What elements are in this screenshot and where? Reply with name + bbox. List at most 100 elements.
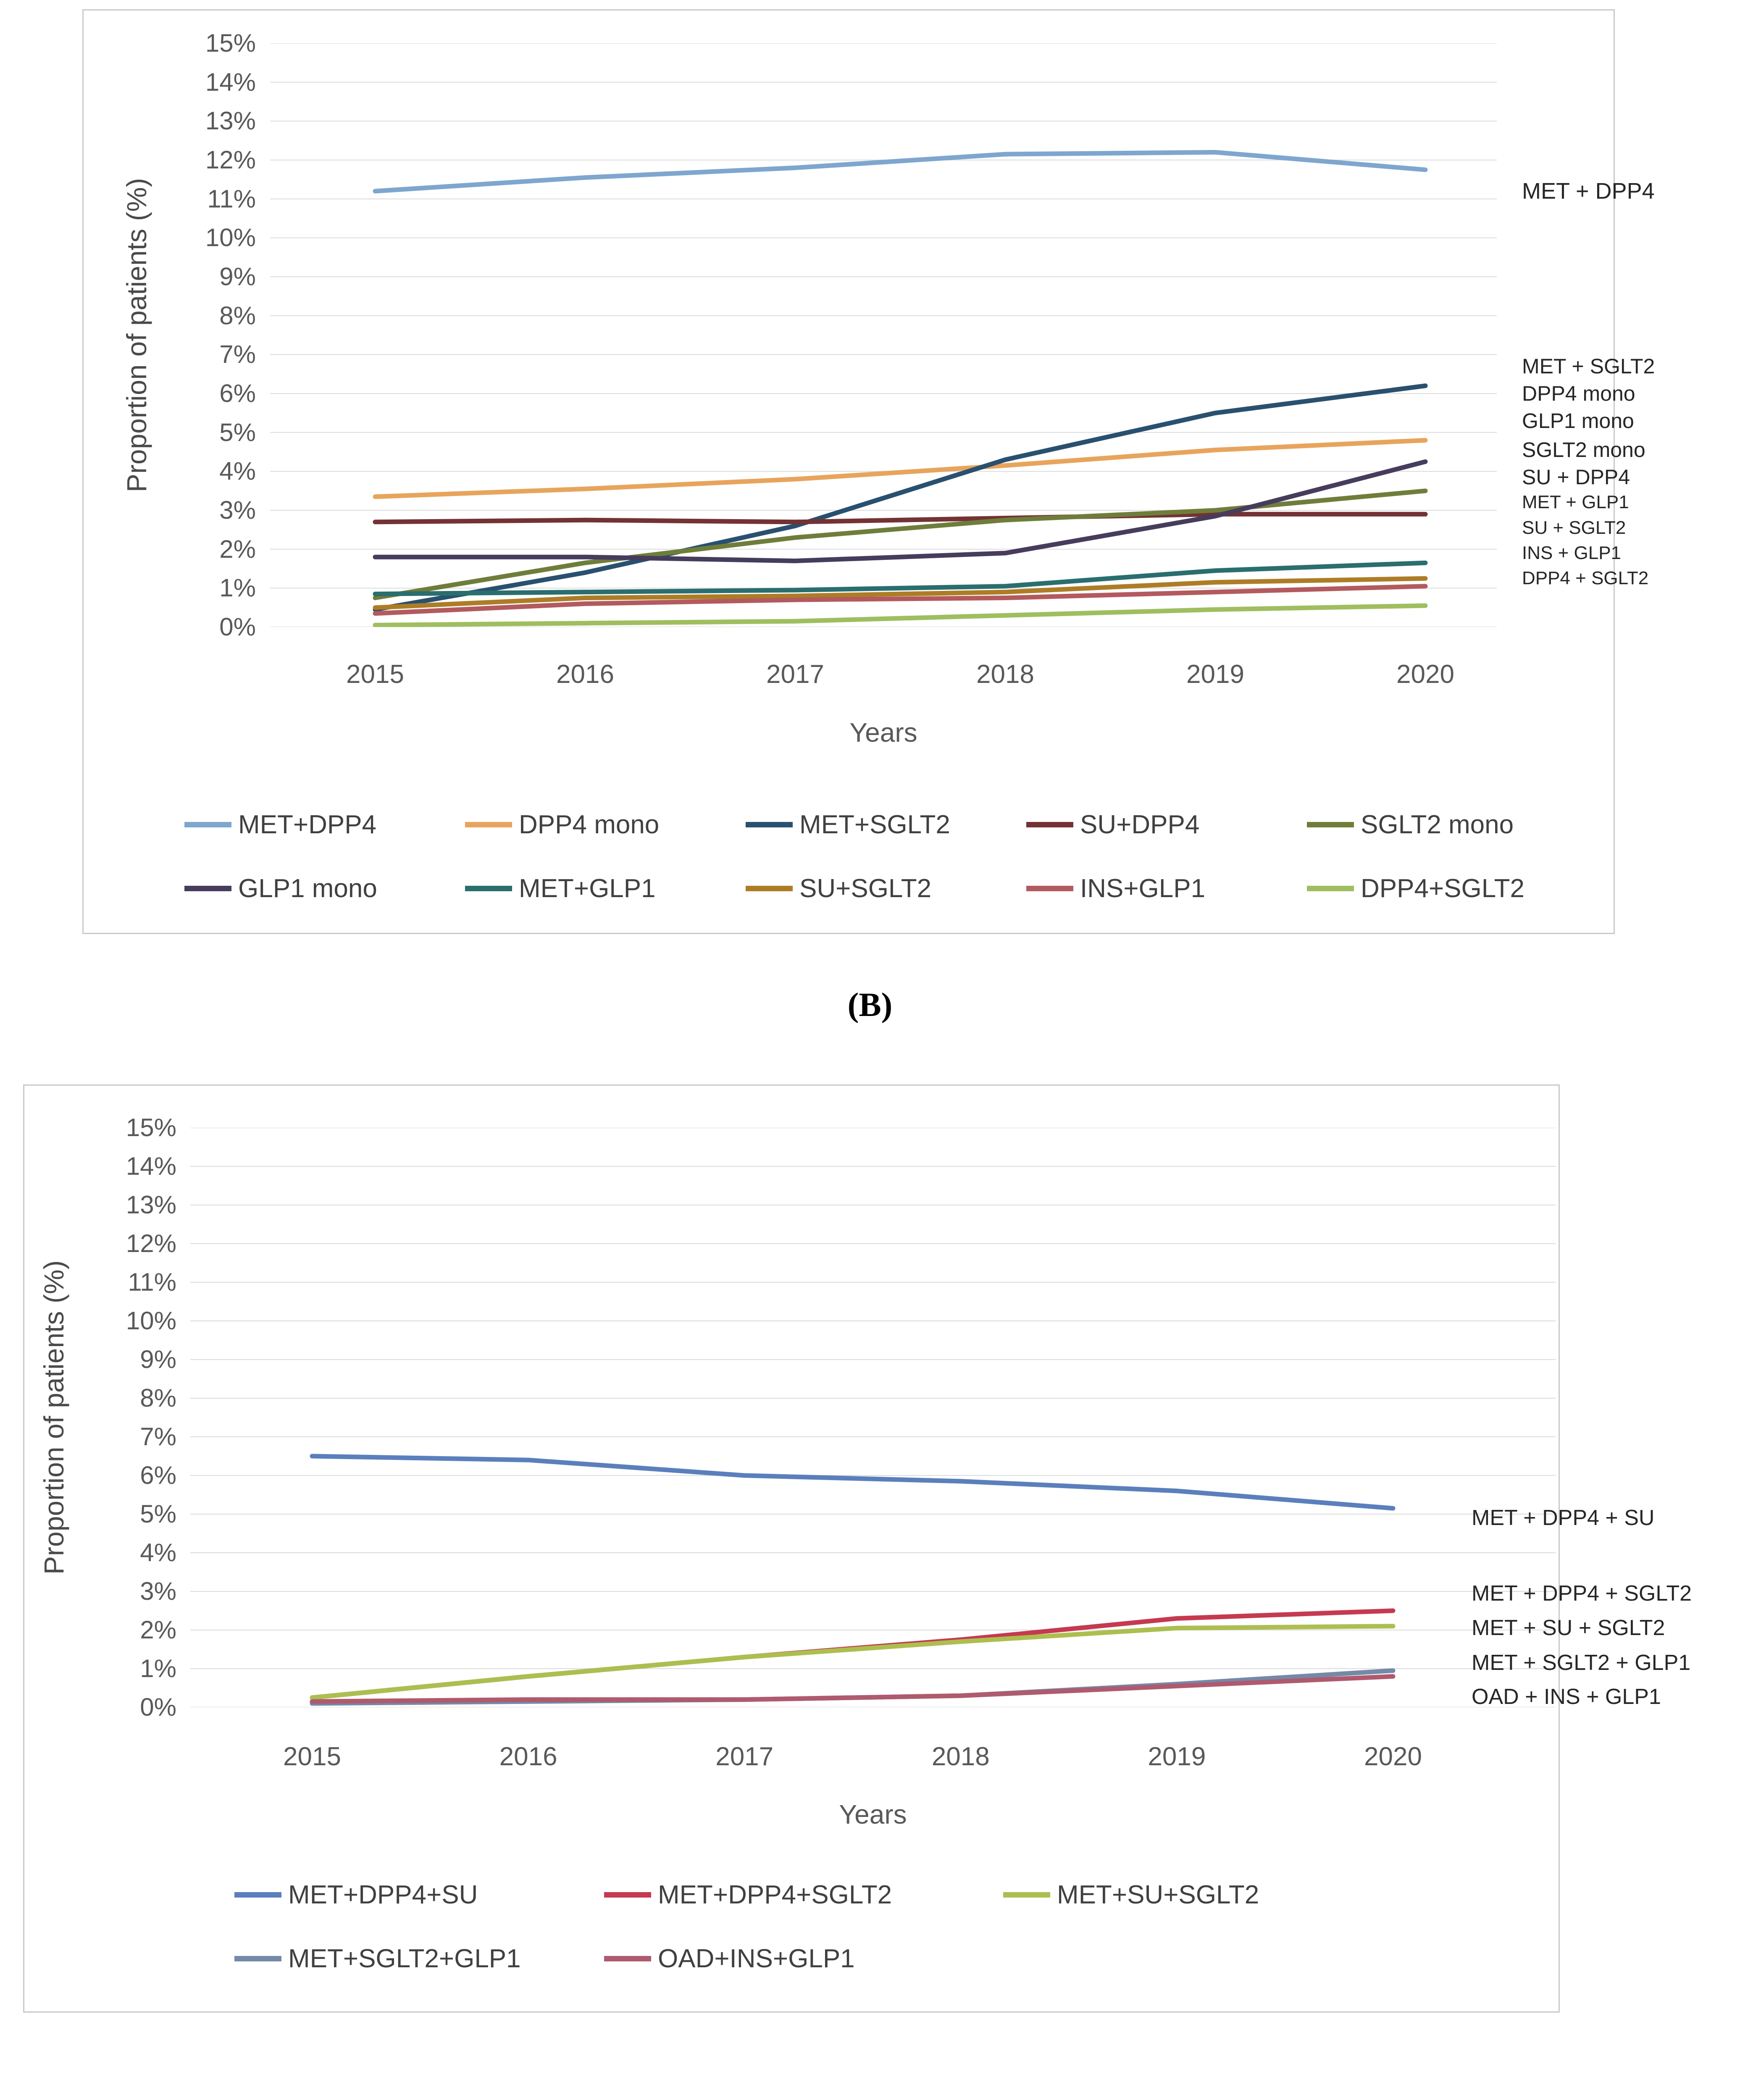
series-end-label: SGLT2 mono: [1522, 438, 1645, 462]
legend-item: GLP1 mono: [184, 874, 465, 903]
series-end-label: MET + DPP4: [1522, 178, 1655, 204]
y-tick-label: 3%: [140, 1577, 176, 1605]
legend-label: SGLT2 mono: [1361, 810, 1514, 839]
series-line: [373, 603, 1428, 627]
x-axis-ticks: 2015 2016 2017 2018 2019 2020: [190, 1742, 1556, 1780]
x-axis-ticks: 2015 2016 2017 2018 2019 2020: [270, 659, 1497, 697]
legend-item: DPP4 mono: [465, 810, 746, 840]
x-tick-label: 2015: [283, 1742, 341, 1771]
y-tick-label: 0%: [219, 613, 256, 641]
legend-label: DPP4 mono: [519, 810, 660, 839]
legend-row: MET+SGLT2+GLP1 OAD+INS+GLP1: [234, 1927, 1516, 1990]
line-chart-c: [190, 1128, 1556, 1707]
y-tick-label: 3%: [219, 496, 256, 524]
y-axis-ticks: 15% 14% 13% 12% 11% 10% 9% 8% 7% 6% 5% 4% 3% 2% 1% 0%: [24, 1113, 182, 1721]
legend-swatch-icon: [1026, 885, 1073, 891]
legend-label: SU+SGLT2: [799, 874, 932, 903]
legend-label: SU+DPP4: [1080, 810, 1200, 839]
y-tick-label: 6%: [219, 379, 256, 407]
legend-swatch-icon: [746, 885, 793, 891]
y-tick-label: 2%: [140, 1616, 176, 1644]
legend-swatch-icon: [184, 885, 231, 891]
legend-swatch-icon: [234, 1892, 281, 1898]
y-tick-label: 12%: [205, 146, 256, 174]
y-tick-label: 8%: [140, 1384, 176, 1412]
legend-item: SU+DPP4: [1026, 810, 1307, 840]
y-tick-label: 5%: [140, 1500, 176, 1528]
y-tick-label: 14%: [126, 1152, 176, 1180]
x-tick-label: 2020: [1396, 660, 1454, 689]
legend-label: GLP1 mono: [238, 874, 377, 903]
legend-label: MET+DPP4+SGLT2: [658, 1880, 892, 1909]
legend-row: GLP1 mono MET+GLP1 SU+SGLT2 INS+GLP1 DPP4+SG…: [184, 856, 1588, 920]
line-chart-b: [270, 43, 1497, 627]
y-tick-label: 1%: [219, 574, 256, 602]
legend-item: SGLT2 mono: [1307, 810, 1588, 840]
legend-swatch-icon: [604, 1956, 651, 1961]
legend-row: MET+DPP4 DPP4 mono MET+SGLT2 SU+DPP4 SGLT2 m…: [184, 793, 1588, 856]
series-end-label: DPP4 + SGLT2: [1522, 568, 1649, 589]
y-tick-label: 1%: [140, 1654, 176, 1683]
legend-swatch-icon: [746, 822, 793, 827]
series-end-label: INS + GLP1: [1522, 542, 1622, 563]
y-tick-label: 9%: [140, 1345, 176, 1373]
y-tick-label: 9%: [219, 262, 256, 291]
legend-swatch-icon: [604, 1892, 651, 1898]
x-tick-label: 2019: [1186, 660, 1244, 689]
series-line: [373, 584, 1428, 616]
x-tick-label: 2016: [499, 1742, 557, 1771]
y-tick-label: 5%: [219, 418, 256, 446]
chart-canvas: [190, 1128, 1556, 1707]
legend-item: INS+GLP1: [1026, 874, 1307, 903]
y-tick-label: 4%: [140, 1538, 176, 1567]
y-tick-label: 15%: [205, 29, 256, 57]
legend-label: OAD+INS+GLP1: [658, 1944, 855, 1973]
y-tick-label: 7%: [140, 1423, 176, 1451]
x-tick-label: 2017: [766, 660, 824, 689]
y-axis-ticks: 15% 14% 13% 12% 11% 10% 9% 8% 7% 6% 5% 4% 3% 2% 1% 0%: [84, 29, 262, 641]
x-axis-title: Years: [849, 717, 917, 748]
series-line: [373, 383, 1428, 612]
legend-item: SU+SGLT2: [746, 874, 1026, 903]
legend-label: MET+DPP4: [238, 810, 377, 839]
legend-swatch-icon: [465, 885, 512, 891]
series-end-label: MET + DPP4 + SU: [1472, 1506, 1655, 1530]
y-tick-label: 0%: [140, 1693, 176, 1721]
y-tick-label: 6%: [140, 1461, 176, 1489]
series-end-label: SU + DPP4: [1522, 465, 1630, 489]
series-line: [373, 150, 1428, 194]
series-line: [373, 512, 1428, 525]
series-end-label: DPP4 mono: [1522, 382, 1635, 405]
legend-swatch-icon: [1026, 822, 1073, 827]
series-end-label: GLP1 mono: [1522, 409, 1634, 433]
y-tick-label: 10%: [205, 223, 256, 252]
legend-label: MET+DPP4+SU: [288, 1880, 478, 1909]
x-tick-label: 2018: [976, 660, 1034, 689]
legend-label: MET+SU+SGLT2: [1057, 1880, 1259, 1909]
legend-item: MET+GLP1: [465, 874, 746, 903]
x-tick-label: 2016: [556, 660, 614, 689]
series-line: [373, 438, 1428, 499]
legend-swatch-icon: [1307, 822, 1354, 827]
legend-swatch-icon: [1307, 885, 1354, 891]
legend-swatch-icon: [234, 1956, 281, 1961]
x-tick-label: 2017: [715, 1742, 774, 1771]
series-line: [310, 1674, 1396, 1704]
series-end-labels: MET + DPP4 + SU MET + DPP4 + SGLT2 MET + S…: [1472, 1128, 1740, 1709]
legend-label: MET+GLP1: [519, 874, 656, 903]
y-tick-label: 11%: [128, 1268, 176, 1296]
y-tick-label: 13%: [126, 1191, 176, 1219]
chart-canvas: [270, 43, 1497, 627]
legend-swatch-icon: [465, 822, 512, 827]
series-end-label: SU + SGLT2: [1522, 517, 1626, 538]
series-end-label: MET + GLP1: [1522, 492, 1629, 513]
series-end-labels: MET + DPP4 MET + SGLT2 DPP4 mono GLP1 mono S…: [1522, 43, 1740, 627]
y-tick-label: 15%: [126, 1113, 176, 1142]
y-tick-label: 2%: [219, 535, 256, 563]
x-tick-label: 2018: [931, 1742, 990, 1771]
panel-b: Proportion of patients (%) 15% 14% 13% 12% 1…: [82, 9, 1655, 934]
series-end-label: OAD + INS + GLP1: [1472, 1685, 1661, 1709]
legend-item: MET+DPP4+SGLT2: [604, 1880, 1003, 1910]
y-tick-label: 10%: [126, 1307, 176, 1335]
legend: MET+DPP4 DPP4 mono MET+SGLT2 SU+DPP4 SGLT2 m…: [184, 793, 1588, 920]
